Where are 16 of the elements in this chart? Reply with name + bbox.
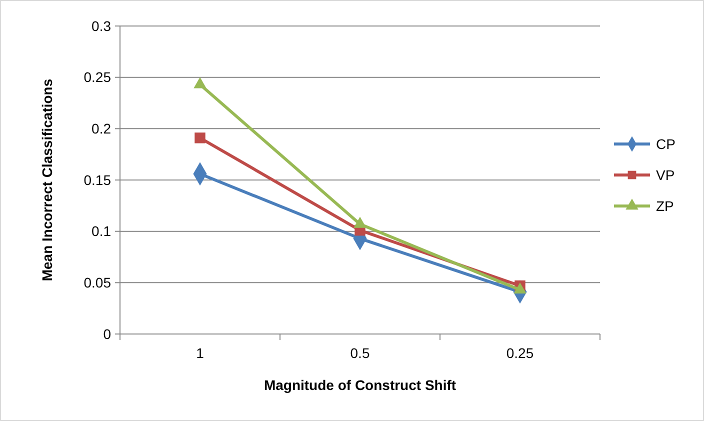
y-tick-label: 0.2: [92, 120, 112, 137]
y-axis-title: Mean Incorrect Classifications: [39, 78, 55, 282]
y-tick-label: 0.1: [92, 223, 112, 240]
legend-label: VP: [656, 166, 675, 183]
point: [194, 132, 206, 144]
y-tick-label: 0.05: [84, 274, 112, 291]
x-axis-title: Magnitude of Construct Shift: [264, 377, 456, 393]
legend-label: CP: [656, 136, 676, 152]
y-tick-label: 0.15: [84, 172, 112, 188]
x-tick-label: 0.5: [350, 345, 370, 361]
y-tick-label: 0.25: [84, 69, 112, 86]
x-tick-label: 1: [196, 345, 204, 361]
y-tick-label: 0.3: [92, 18, 112, 34]
x-tick-label: 0.25: [506, 345, 534, 361]
legend-label: ZP: [656, 198, 674, 214]
y-tick-label: 0: [103, 326, 112, 342]
